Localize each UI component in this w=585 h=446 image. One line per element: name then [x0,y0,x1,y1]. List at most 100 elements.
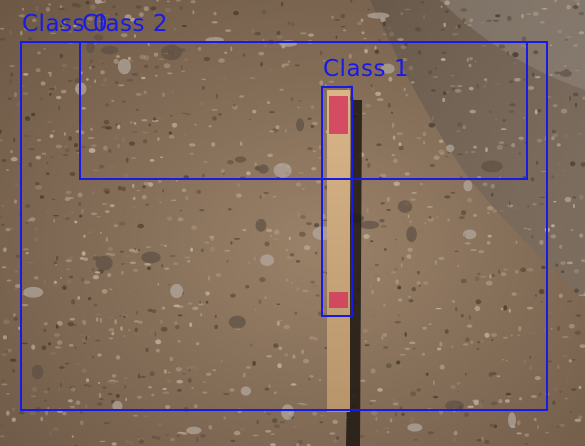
gravel-speck [384,385,388,391]
gravel-speck [7,97,13,101]
gravel-speck [272,195,277,198]
gravel-speck [535,294,537,297]
gravel-speck [46,162,49,164]
gravel-speck [138,438,144,444]
gravel-speck [309,375,314,378]
gravel-stone [463,180,473,192]
gravel-speck [240,141,243,146]
gravel-speck [511,143,516,148]
gravel-speck [9,30,12,35]
gravel-stone [228,315,246,329]
gravel-speck [120,263,126,265]
gravel-speck [163,63,171,69]
gravel-speck [434,259,438,266]
gravel-speck [478,250,485,254]
gravel-speck [230,241,233,245]
gravel-speck [512,52,519,58]
gravel-speck [502,359,504,361]
gravel-speck [251,28,255,34]
gravel-speck [53,280,57,284]
gravel-speck [85,378,90,383]
gravel-speck [92,275,99,280]
gravel-speck [347,88,349,90]
gravel-speck [177,340,181,343]
gravel-speck [32,18,37,22]
gravel-speck [476,438,483,442]
gravel-speck [539,240,544,245]
gravel-speck [151,435,157,439]
gravel-speck [74,78,81,84]
gravel-speck [5,350,8,353]
gravel-speck [523,117,526,119]
gravel-speck [79,420,84,426]
gravel-speck [121,270,124,275]
gravel-speck [307,147,313,151]
gravel-speck [491,192,494,197]
gravel-speck [314,251,318,255]
gravel-speck [384,427,390,430]
gravel-speck [278,346,282,351]
gravel-speck [462,18,466,23]
gravel-speck [577,132,582,136]
gravel-speck [318,145,322,150]
gravel-speck [87,22,90,25]
gravel-stone [559,70,572,77]
gravel-speck [490,183,495,189]
gravel-speck [363,234,370,239]
gravel-speck [445,155,449,158]
gravel-speck [157,283,160,286]
gravel-speck [374,273,381,278]
gravel-speck [324,347,328,350]
gravel-speck [154,332,157,337]
gravel-speck [263,191,269,195]
gravel-speck [376,429,379,433]
gravel-speck [99,164,104,169]
gravel-speck [200,248,205,253]
gravel-speck [507,204,514,208]
gravel-speck [225,29,232,32]
gravel-speck [391,122,395,128]
gravel-speck [485,147,488,153]
gravel-speck [102,386,107,390]
gravel-speck [199,300,201,305]
gravel-speck [20,30,23,36]
gravel-speck [120,33,128,38]
gravel-speck [108,149,112,153]
gravel-speck [133,34,137,38]
gravel-speck [63,132,66,136]
gravel-speck [382,333,388,337]
gravel-speck [37,51,41,55]
gravel-speck [559,390,562,394]
gravel-speck [71,299,76,305]
gravel-speck [183,132,187,137]
gravel-speck [526,267,534,272]
gravel-speck [295,260,301,263]
gravel-speck [413,347,416,350]
gravel-speck [174,321,178,326]
gravel-speck [460,278,467,284]
gravel-speck [134,327,138,333]
bbox-label-class-2: Class 2 [82,11,168,37]
gravel-speck [49,430,52,436]
gravel-speck [188,367,191,372]
gravel-speck [87,137,95,139]
gravel-speck [35,6,39,12]
gravel-speck [54,346,62,349]
gravel-speck [523,227,528,230]
gravel-speck [561,335,569,339]
gravel-speck [370,84,373,87]
gravel-speck [124,385,126,389]
gravel-speck [142,184,146,189]
gravel-speck [150,6,157,11]
gravel-speck [23,27,31,31]
gravel-speck [579,344,585,348]
gravel-speck [450,74,455,77]
gravel-speck [405,93,409,97]
gravel-speck [457,85,463,87]
gravel-speck [535,161,539,165]
gravel-speck [492,209,498,213]
gravel-speck [254,162,257,167]
stick-top-mark [329,96,348,134]
gravel-speck [517,334,521,337]
gravel-speck [564,39,569,41]
